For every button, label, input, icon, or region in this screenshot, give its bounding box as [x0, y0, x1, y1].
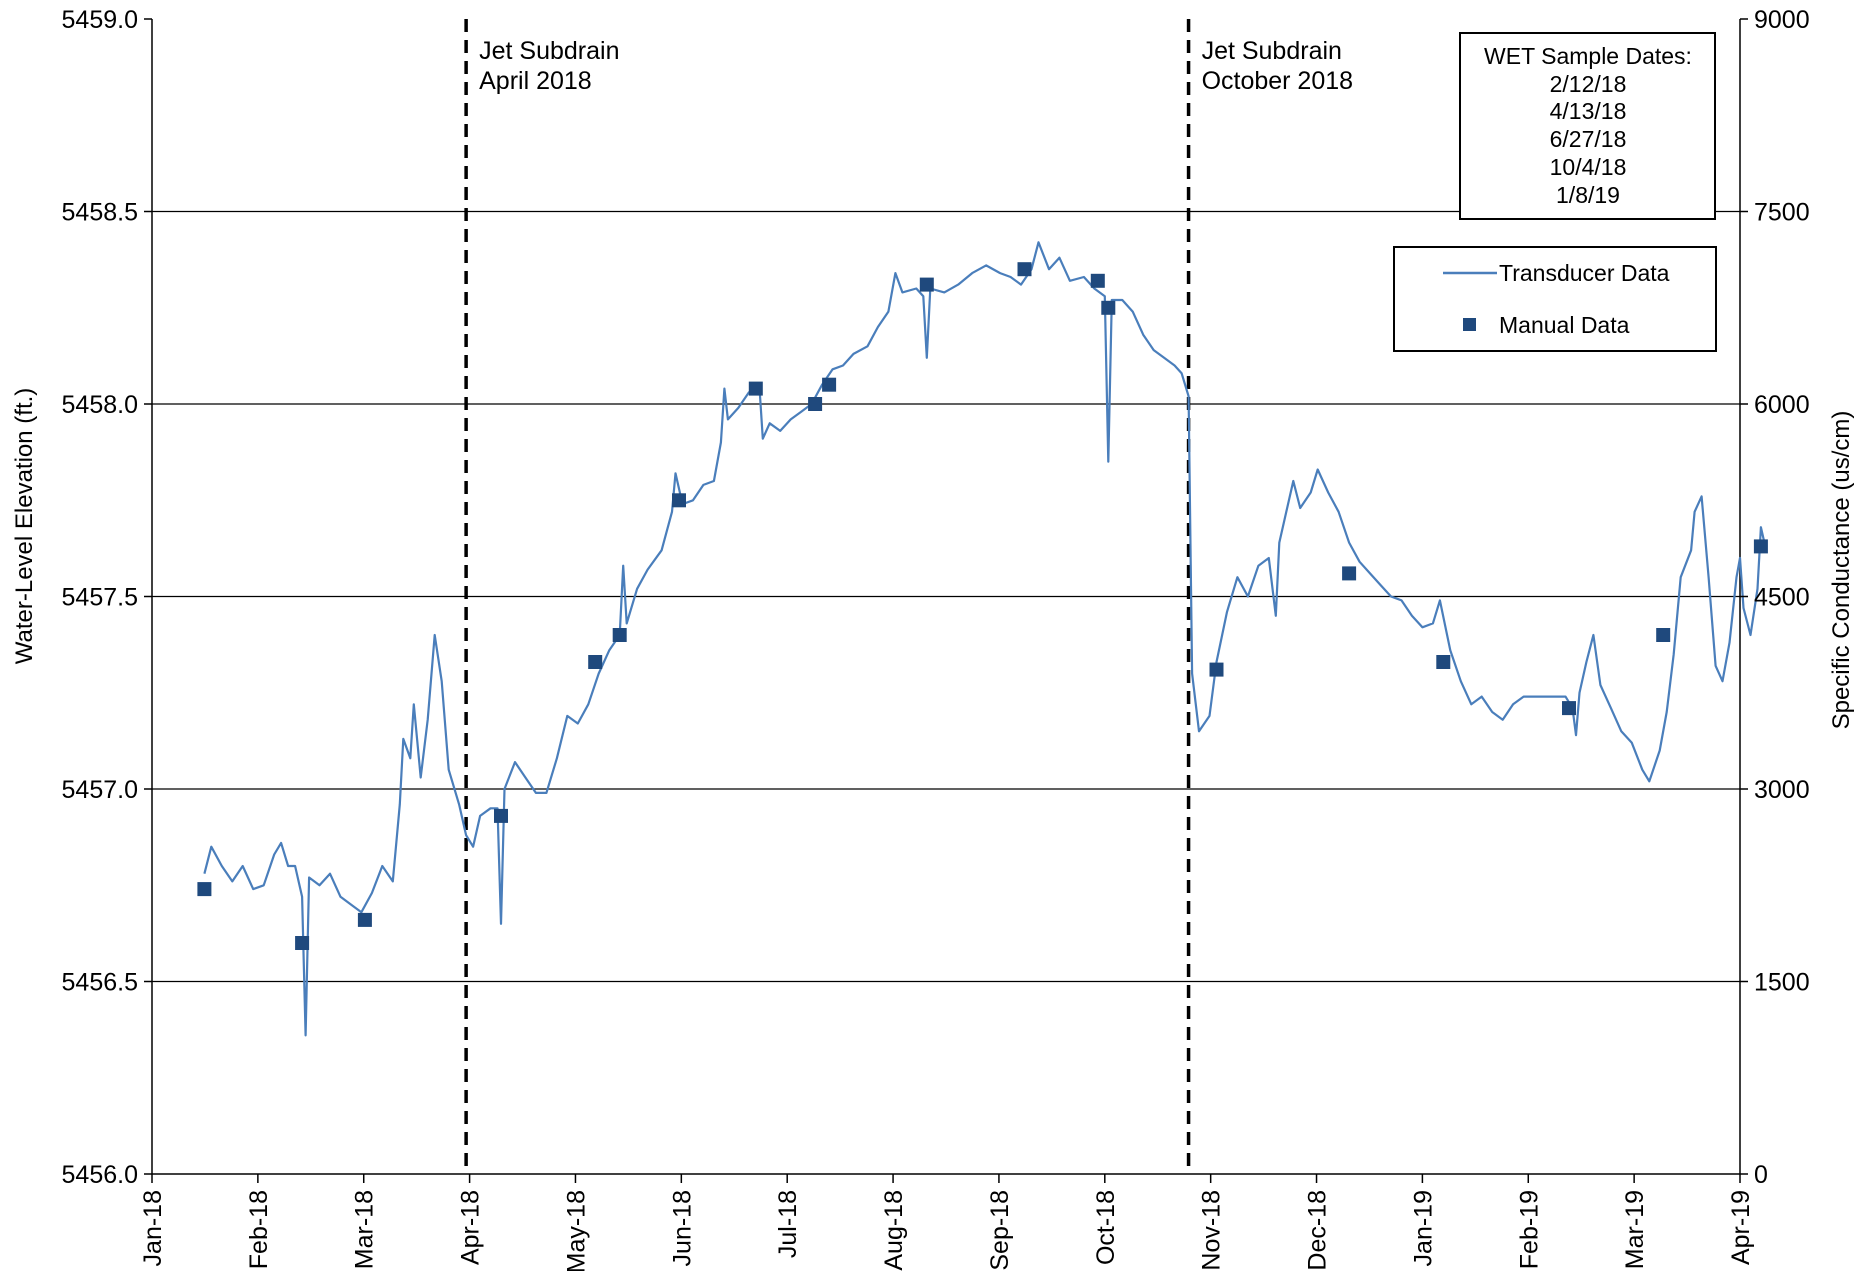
x-tick-label: Mar-18	[351, 1190, 379, 1269]
x-tick-label: Jan-18	[139, 1190, 167, 1266]
right-y-tick-label: 6000	[1754, 391, 1810, 419]
wet-sample-date: 6/27/18	[1550, 126, 1627, 152]
wet-sample-date: 10/4/18	[1550, 154, 1627, 180]
right-y-tick-label: 3000	[1754, 776, 1810, 804]
x-tick-label: Feb-18	[245, 1190, 273, 1269]
manual-data-point	[920, 278, 934, 292]
manual-data-point	[1562, 701, 1576, 715]
right-y-tick-label: 1500	[1754, 969, 1810, 997]
manual-data-point	[672, 493, 686, 507]
x-tick-label: Jun-18	[668, 1190, 696, 1266]
left-y-tick-label: 5457.0	[62, 776, 138, 804]
x-tick-label: Apr-18	[457, 1190, 485, 1265]
x-tick-label: Nov-18	[1198, 1190, 1226, 1271]
manual-data-point	[1754, 539, 1768, 553]
legend-square-swatch	[1463, 318, 1476, 331]
left-y-axis: 5456.0 5456.5 5457.0 5457.5 5458.0 5458.5 5459…	[62, 6, 152, 1189]
manual-data-point	[822, 378, 836, 392]
left-y-tick-label: 5458.0	[62, 391, 138, 419]
wet-sample-box: WET Sample Dates: 2/12/18 4/13/18 6/27/1…	[1460, 33, 1715, 219]
manual-data-point	[749, 382, 763, 396]
right-y-tick-label: 0	[1754, 1161, 1768, 1189]
manual-data-point	[1018, 262, 1032, 276]
x-tick-label: Aug-18	[880, 1190, 908, 1271]
right-y-axis: 0 1500 3000 4500 6000 7500 9000	[1740, 6, 1810, 1189]
manual-data-point	[1210, 663, 1224, 677]
manual-data-point	[588, 655, 602, 669]
legend-transducer-label: Transducer Data	[1499, 260, 1670, 286]
manual-data-point	[1342, 566, 1356, 580]
wet-sample-title: WET Sample Dates:	[1484, 43, 1692, 69]
manual-data-point	[1656, 628, 1670, 642]
right-y-axis-label: Specific Conductance (us/cm)	[1828, 411, 1855, 730]
right-y-tick-label: 9000	[1754, 6, 1810, 34]
left-y-tick-label: 5458.5	[62, 199, 138, 227]
x-tick-label: May-18	[562, 1190, 590, 1271]
left-y-tick-label: 5457.5	[62, 584, 138, 612]
x-tick-label: Apr-19	[1727, 1190, 1755, 1265]
legend: Transducer Data Manual Data	[1394, 247, 1716, 351]
manual-data-point	[1091, 274, 1105, 288]
annotation-line2: April 2018	[479, 67, 592, 95]
x-tick-label: Dec-18	[1304, 1190, 1332, 1271]
annotation-line2: October 2018	[1202, 67, 1354, 95]
manual-data-point	[494, 809, 508, 823]
manual-data-point	[358, 913, 372, 927]
x-tick-label: Oct-18	[1092, 1190, 1120, 1265]
manual-data-point	[808, 397, 822, 411]
manual-data-point	[295, 936, 309, 950]
manual-data-point	[1101, 301, 1115, 315]
x-tick-label: Jul-18	[774, 1190, 802, 1258]
x-tick-label: Mar-19	[1621, 1190, 1649, 1269]
right-y-tick-label: 7500	[1754, 199, 1810, 227]
x-tick-label: Jan-19	[1409, 1190, 1437, 1266]
wet-sample-date: 4/13/18	[1550, 98, 1627, 124]
legend-manual-label: Manual Data	[1499, 312, 1630, 338]
wet-sample-date: 1/8/19	[1556, 182, 1620, 208]
x-tick-label: Feb-19	[1515, 1190, 1543, 1269]
transducer-line	[204, 242, 1764, 1035]
data-series	[197, 242, 1768, 1035]
x-tick-label: Sep-18	[986, 1190, 1014, 1271]
left-y-axis-label: Water-Level Elevation (ft.)	[11, 388, 38, 665]
manual-data-point	[197, 882, 211, 896]
x-axis: Jan-18 Feb-18 Mar-18 Apr-18 May-18 Jun-18 Jul-…	[139, 1174, 1755, 1271]
annotation-line1: Jet Subdrain	[479, 37, 619, 65]
manual-data-point	[1436, 655, 1450, 669]
right-y-tick-label: 4500	[1754, 584, 1810, 612]
left-y-tick-label: 5459.0	[62, 6, 138, 34]
manual-data-point	[613, 628, 627, 642]
left-y-tick-label: 5456.5	[62, 969, 138, 997]
annotation-line1: Jet Subdrain	[1202, 37, 1342, 65]
wet-sample-date: 2/12/18	[1550, 71, 1627, 97]
left-y-tick-label: 5456.0	[62, 1161, 138, 1189]
